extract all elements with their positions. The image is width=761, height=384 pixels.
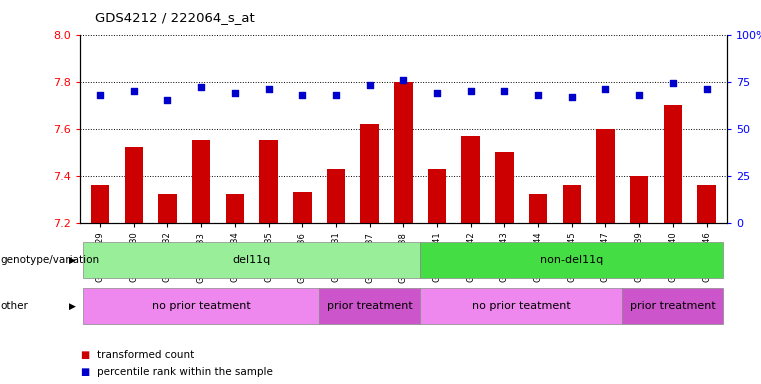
Bar <box>192 141 211 223</box>
Point <box>667 80 679 86</box>
Text: GDS4212 / 222064_s_at: GDS4212 / 222064_s_at <box>95 12 255 25</box>
Text: no prior teatment: no prior teatment <box>151 301 250 311</box>
Bar <box>260 141 278 223</box>
Bar <box>91 185 110 223</box>
Bar <box>428 169 446 223</box>
Point <box>600 86 612 92</box>
Text: percentile rank within the sample: percentile rank within the sample <box>97 367 272 377</box>
Bar <box>529 195 547 223</box>
Text: prior treatment: prior treatment <box>326 301 412 311</box>
Point <box>498 88 511 94</box>
Point <box>700 86 712 92</box>
Bar <box>562 185 581 223</box>
Point <box>128 88 140 94</box>
Text: genotype/variation: genotype/variation <box>1 255 100 265</box>
Bar <box>361 124 379 223</box>
Point <box>364 82 376 88</box>
Bar <box>697 185 716 223</box>
Point <box>161 98 174 104</box>
Text: transformed count: transformed count <box>97 350 194 360</box>
Point <box>465 88 477 94</box>
Bar <box>596 129 615 223</box>
Text: ▶: ▶ <box>69 256 76 265</box>
Point <box>229 90 241 96</box>
Bar <box>495 152 514 223</box>
Text: ■: ■ <box>80 367 89 377</box>
Bar <box>125 147 143 223</box>
Point <box>397 77 409 83</box>
Point <box>330 92 342 98</box>
Bar <box>158 195 177 223</box>
Text: no prior teatment: no prior teatment <box>472 301 571 311</box>
Point <box>263 86 275 92</box>
Text: ▶: ▶ <box>69 302 76 311</box>
Bar <box>630 176 648 223</box>
Point <box>431 90 443 96</box>
Bar <box>394 82 412 223</box>
Point <box>296 92 308 98</box>
Point <box>94 92 107 98</box>
Text: prior treatment: prior treatment <box>630 301 716 311</box>
Bar <box>461 136 480 223</box>
Text: other: other <box>1 301 29 311</box>
Bar <box>664 105 682 223</box>
Bar <box>326 169 345 223</box>
Point <box>633 92 645 98</box>
Text: non-del11q: non-del11q <box>540 255 603 265</box>
Text: ■: ■ <box>80 350 89 360</box>
Bar <box>293 192 311 223</box>
Text: del11q: del11q <box>233 255 271 265</box>
Point <box>195 84 207 90</box>
Point <box>565 94 578 100</box>
Point <box>532 92 544 98</box>
Bar <box>225 195 244 223</box>
